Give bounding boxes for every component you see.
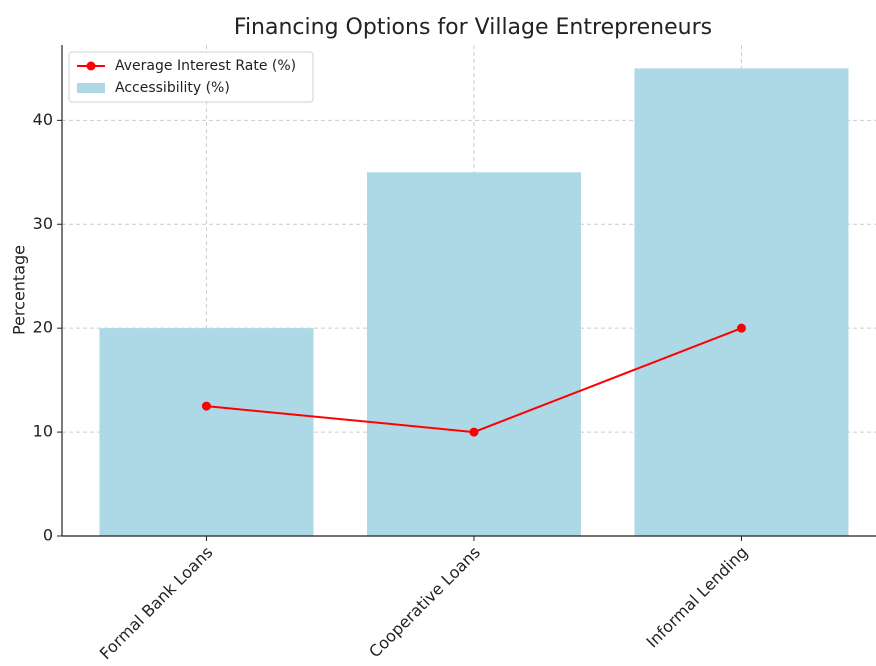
y-tick-label: 10 (33, 422, 53, 441)
x-tick-label: Cooperative Loans (365, 543, 484, 662)
bar (99, 328, 314, 536)
y-axis-label: Percentage (10, 245, 29, 335)
legend-label: Average Interest Rate (%) (115, 58, 296, 74)
y-tick-label: 20 (33, 318, 53, 337)
y-tick-label: 40 (33, 110, 53, 129)
x-tick-label: Informal Lending (643, 543, 752, 652)
line-point (469, 427, 479, 437)
x-tick-label: Formal Bank Loans (96, 543, 217, 664)
legend: Average Interest Rate (%) Accessibility (… (68, 51, 314, 103)
legend-swatch (77, 83, 105, 93)
y-tick-label: 0 (43, 526, 53, 545)
legend-box (68, 51, 314, 103)
legend-marker (86, 61, 96, 71)
bar (366, 172, 581, 536)
line-point (201, 401, 211, 411)
legend-label: Accessibility (%) (115, 80, 230, 96)
y-tick-label: 30 (33, 214, 53, 233)
line-point (736, 323, 746, 333)
bar (634, 68, 849, 536)
chart-title: Financing Options for Village Entreprene… (234, 15, 712, 40)
